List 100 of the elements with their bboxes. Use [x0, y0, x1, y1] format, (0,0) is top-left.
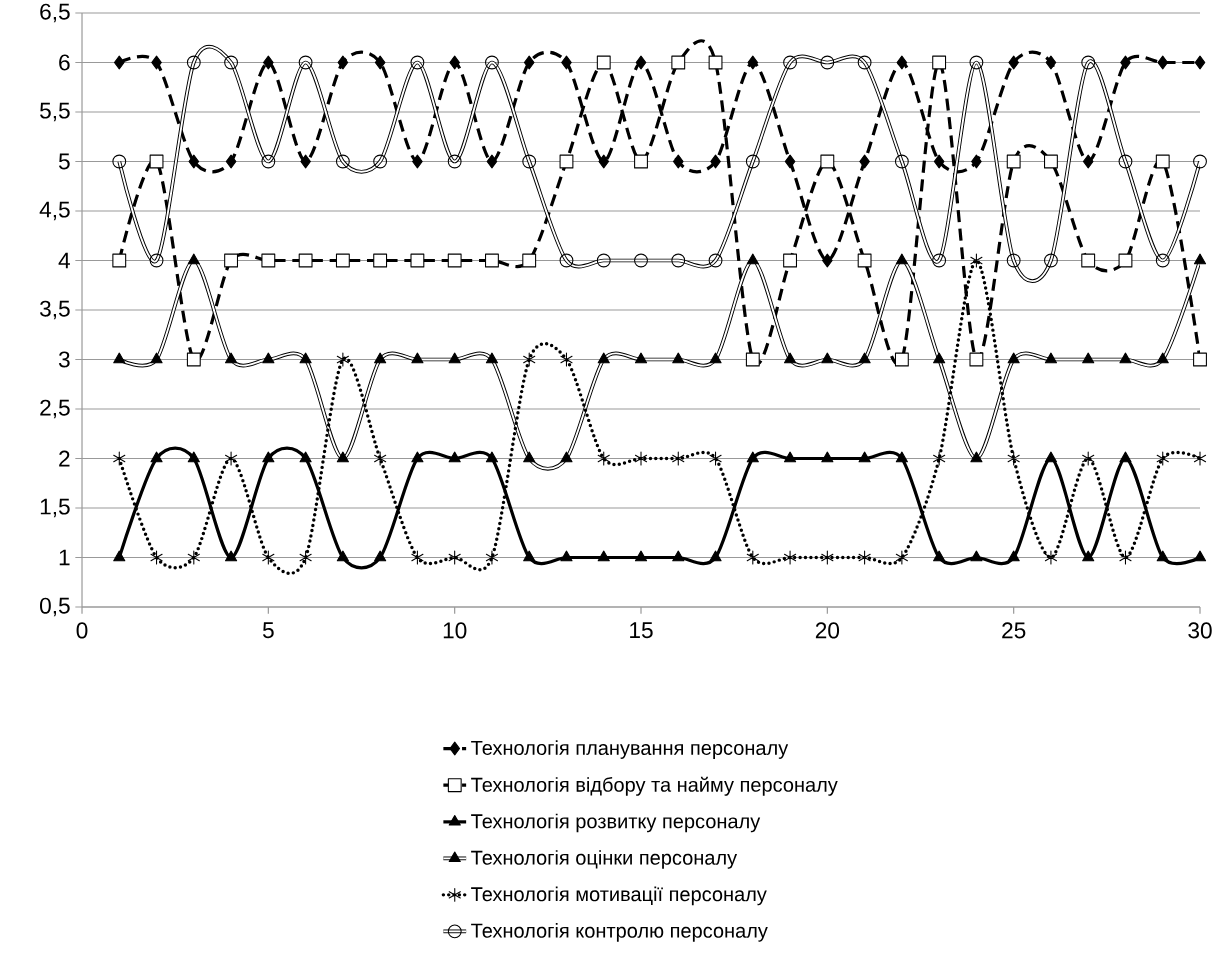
- point: [448, 352, 461, 364]
- point: [186, 55, 201, 70]
- x-tick-label: 0: [76, 622, 88, 639]
- point: [1044, 154, 1058, 169]
- point: [932, 55, 947, 70]
- point: [857, 55, 872, 70]
- y-tick-label: 5,5: [40, 102, 70, 122]
- point: [262, 451, 275, 463]
- point: [298, 55, 313, 70]
- x-tick-label: 25: [1002, 622, 1026, 639]
- point: [560, 550, 573, 562]
- point: [1081, 253, 1096, 268]
- y-tick-label: 4,5: [39, 201, 70, 221]
- point: [149, 154, 164, 169]
- point: [113, 352, 126, 364]
- x-tick-label: 10: [443, 622, 467, 639]
- point: [523, 550, 536, 562]
- point: [672, 154, 684, 169]
- point: [561, 55, 572, 70]
- point: [299, 550, 312, 565]
- point: [448, 451, 461, 463]
- point: [150, 451, 163, 463]
- point: [187, 253, 200, 265]
- legend-label: Технологія мотивації персоналу: [471, 886, 767, 906]
- point: [1008, 55, 1020, 70]
- point: [113, 550, 126, 562]
- point: [336, 451, 349, 463]
- point: [820, 55, 835, 70]
- point: [447, 154, 462, 169]
- legend-label: Технологія планування персоналу: [471, 740, 789, 759]
- point: [634, 352, 648, 364]
- point: [186, 352, 201, 367]
- point: [374, 550, 387, 562]
- x-tick-label: 20: [815, 622, 840, 639]
- point: [1120, 55, 1131, 70]
- point: [1193, 352, 1207, 367]
- point: [1156, 451, 1169, 466]
- point: [485, 253, 499, 268]
- point: [1119, 451, 1132, 463]
- point: [821, 550, 834, 565]
- point: [485, 451, 499, 463]
- point: [1045, 55, 1057, 70]
- y-tick-label: 3,5: [39, 300, 70, 320]
- y-tick-label: 5: [58, 153, 70, 170]
- point: [523, 352, 536, 367]
- point: [784, 154, 796, 169]
- point: [224, 55, 239, 70]
- point: [112, 154, 127, 169]
- point: [596, 55, 611, 70]
- point: [447, 253, 462, 268]
- point: [747, 55, 759, 70]
- point: [783, 352, 797, 364]
- y-tick-label: 6: [59, 54, 70, 71]
- point: [1156, 352, 1169, 364]
- point: [820, 154, 835, 169]
- point: [374, 55, 386, 70]
- point: [149, 253, 164, 268]
- point: [1006, 154, 1021, 169]
- point: [1155, 253, 1170, 268]
- point: [113, 55, 125, 70]
- y-tick-label: 1: [59, 549, 70, 566]
- point: [1155, 154, 1170, 169]
- point: [969, 352, 984, 367]
- point: [933, 154, 945, 169]
- y-tick-label: 0,5: [40, 597, 70, 617]
- point: [411, 352, 424, 364]
- point: [374, 352, 387, 364]
- point: [559, 253, 574, 268]
- point: [895, 550, 908, 565]
- point: [486, 154, 498, 169]
- point: [672, 550, 685, 562]
- point: [262, 352, 275, 364]
- point: [299, 451, 312, 463]
- point: [746, 253, 759, 265]
- point: [523, 55, 535, 70]
- point: [299, 352, 312, 364]
- point: [485, 55, 499, 70]
- point: [410, 55, 425, 70]
- point: [745, 154, 760, 169]
- point: [933, 550, 946, 562]
- point: [1044, 451, 1058, 463]
- point: [895, 451, 908, 463]
- point: [970, 451, 983, 463]
- point: [822, 253, 833, 268]
- point: [449, 55, 461, 70]
- point: [597, 550, 610, 562]
- point: [1006, 253, 1021, 268]
- y-tick-label: 6,5: [40, 3, 70, 23]
- point: [671, 253, 686, 268]
- point: [635, 55, 647, 70]
- point: [1118, 253, 1133, 268]
- point: [634, 550, 648, 562]
- point: [485, 550, 499, 565]
- point: [261, 253, 276, 268]
- point: [1118, 154, 1133, 169]
- legend-label: Технологія оцінки персоналу: [471, 850, 738, 869]
- point: [560, 352, 573, 367]
- point: [971, 154, 982, 169]
- legend-label: Технологія відбору та найму персоналу: [471, 776, 838, 796]
- point: [410, 253, 425, 268]
